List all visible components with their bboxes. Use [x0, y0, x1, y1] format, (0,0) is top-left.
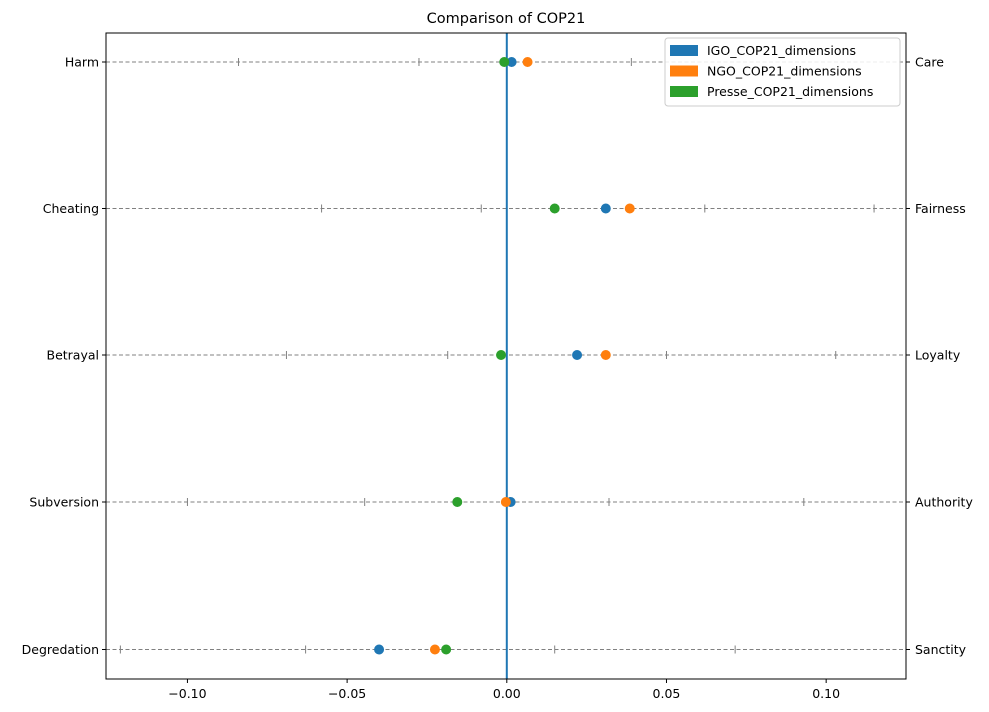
x-axis: −0.10 −0.05 0.00 0.05 0.10 — [168, 679, 840, 701]
point-IGO_COP21_dimensions-2 — [572, 350, 583, 360]
left-label-betrayal: Betrayal — [47, 348, 100, 363]
left-label-subversion: Subversion — [29, 495, 99, 510]
point-Presse_COP21_dimensions-1 — [549, 203, 560, 214]
left-axis-labels: Harm Cheating Betrayal Subversion Degredatio… — [22, 55, 106, 657]
legend-label-2: Presse_COP21_dimensions — [707, 84, 873, 99]
chart-title: Comparison of COP21 — [427, 11, 586, 27]
x-tick-label-4: 0.10 — [812, 686, 840, 701]
legend-label-0: IGO_COP21_dimensions — [707, 43, 856, 58]
point-Presse_COP21_dimensions-3 — [452, 497, 463, 507]
point-NGO_COP21_dimensions-0 — [522, 57, 533, 67]
right-axis-labels: Care Fairness Loyalty Authority Sanctity — [906, 55, 973, 657]
legend-label-1: NGO_COP21_dimensions — [707, 64, 862, 79]
left-label-degredation: Degredation — [22, 642, 99, 657]
point-Presse_COP21_dimensions-4 — [441, 644, 452, 655]
right-label-care: Care — [915, 55, 944, 70]
point-IGO_COP21_dimensions-0 — [506, 57, 517, 67]
point-IGO_COP21_dimensions-4 — [374, 644, 385, 655]
x-tick-label-3: 0.05 — [653, 686, 681, 701]
legend-swatch-2 — [670, 86, 698, 97]
x-tick-label-1: −0.05 — [328, 686, 366, 701]
left-label-harm: Harm — [65, 55, 99, 70]
x-tick-label-2: 0.00 — [493, 686, 521, 701]
point-NGO_COP21_dimensions-4 — [429, 644, 440, 655]
legend: IGO_COP21_dimensions NGO_COP21_dimensions… — [664, 37, 901, 107]
point-Presse_COP21_dimensions-0 — [499, 57, 510, 67]
legend-box — [664, 37, 901, 107]
legend-swatch-0 — [670, 45, 698, 56]
point-NGO_COP21_dimensions-2 — [600, 350, 611, 360]
point-Presse_COP21_dimensions-2 — [496, 350, 507, 360]
left-label-cheating: Cheating — [43, 201, 99, 216]
right-label-authority: Authority — [915, 495, 973, 510]
point-IGO_COP21_dimensions-1 — [600, 203, 611, 214]
data-points — [374, 57, 635, 655]
right-label-sanctity: Sanctity — [915, 642, 967, 657]
right-label-fairness: Fairness — [915, 201, 966, 216]
legend-swatch-1 — [670, 65, 698, 77]
row-tick-marks — [119, 58, 875, 654]
plot-frame — [105, 32, 907, 680]
right-label-loyalty: Loyalty — [915, 348, 961, 363]
point-NGO_COP21_dimensions-3 — [500, 497, 511, 507]
x-tick-label-0: −0.10 — [168, 686, 206, 701]
point-NGO_COP21_dimensions-1 — [624, 203, 635, 214]
